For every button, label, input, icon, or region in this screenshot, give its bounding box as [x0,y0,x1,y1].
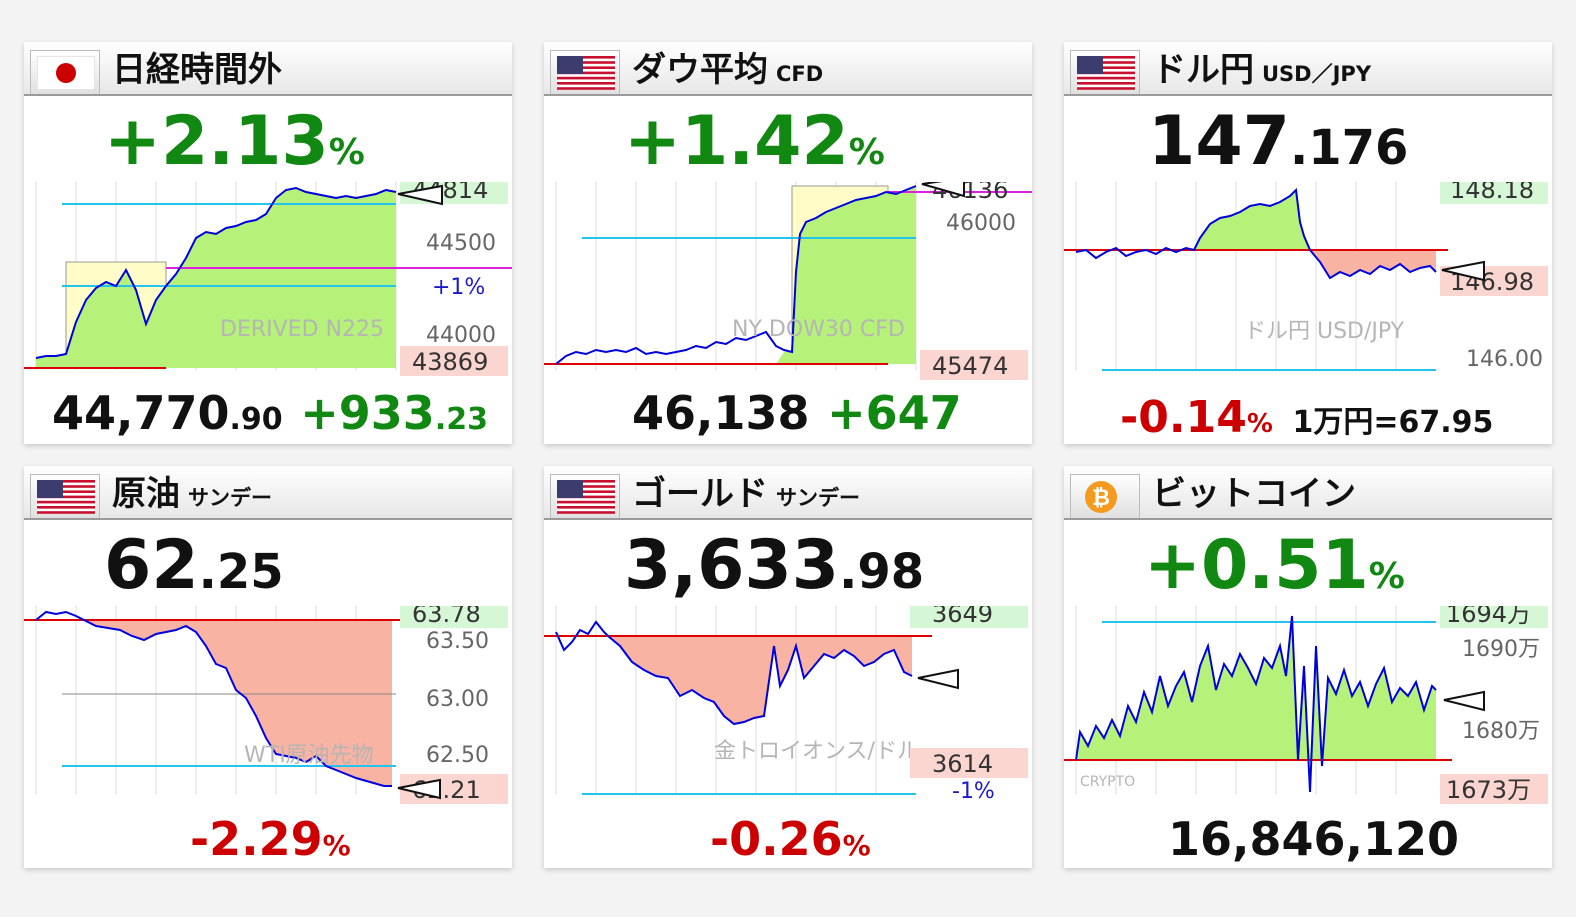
high-label: 63.78 [412,606,481,628]
grid-label-44500: 44500 [426,231,496,256]
price-area-up [1194,190,1310,250]
watermark: NY DOW30 CFD [732,317,905,342]
card-header: 日経時間外 [24,42,512,96]
grid-label-minus1: -1% [952,779,995,804]
price-area [776,186,916,364]
watermark: WTI原油先物 [244,743,374,768]
card-title: ドル円 USD／JPY [1152,50,1372,90]
card-title: ダウ平均 CFD [632,50,824,90]
card-header: 原油 サンデー [24,466,512,520]
grid-label-44000: 44000 [426,323,496,348]
price-value: 147.176 [1148,102,1409,181]
us-flag-icon [1070,50,1140,94]
card-header: ドル円 USD／JPY [1064,42,1552,96]
current-price-marker [1441,260,1485,282]
card-bitcoin[interactable]: ₿ ビットコイン +0.51% CRYPTO 1694万 1690万 1680万… [1064,466,1552,868]
intraday-chart: NY DOW30 CFD 46136 46000 45474 [544,182,1032,380]
card-oil[interactable]: 原油 サンデー 62.25 WTI原油先物 63.78 63.50 63.00 6… [24,466,512,868]
grid-label-6350: 63.50 [426,629,489,654]
us-flag-icon [30,474,100,518]
intraday-chart: WTI原油先物 63.78 63.50 63.00 62.50 62.21 [24,606,508,804]
card-header: ₿ ビットコイン [1064,466,1552,520]
svg-text:₿: ₿ [1092,486,1110,511]
change-percent: -0.14% 1万円=67.95 [1120,392,1494,443]
current-price-marker [397,778,441,800]
current-price-marker [921,182,965,198]
price-line [1075,187,1437,280]
watermark: ドル円 USD/JPY [1244,319,1405,344]
price-area-down [608,636,912,724]
card-nikkei[interactable]: 日経時間外 +2.13% DERIVED N225 44814 44500 +1… [24,42,512,444]
watermark: 金トロイオンス/ドル [714,739,919,764]
us-flag-icon [550,474,620,518]
bitcoin-icon: ₿ [1070,474,1140,518]
card-title: ゴールド サンデー [632,474,860,514]
low-label: 45474 [932,352,1008,380]
japan-flag-icon [30,50,100,94]
intraday-chart: DERIVED N225 44814 44500 +1% 44000 43869 [24,182,512,382]
grid-label-1690: 1690万 [1462,637,1540,662]
intraday-chart: ドル円 USD/JPY 148.18 146.98 146.00 [1064,182,1548,372]
grid-label-146: 146.00 [1466,347,1543,372]
price-value: 3,633.98 [624,526,925,605]
grid-label-1680: 1680万 [1462,719,1540,744]
low-label: 3614 [932,750,993,778]
card-title: 日経時間外 [112,50,282,90]
card-title: 原油 サンデー [112,474,272,514]
price-area-down [84,620,392,786]
grid-label-6300: 63.00 [426,687,489,712]
change-percent: -0.26% [710,812,871,866]
intraday-chart: CRYPTO 1694万 1690万 1680万 1673万 [1064,606,1548,804]
change-percent: -2.29% [190,812,351,866]
price-area-up [1076,616,1436,760]
low-label: 1673万 [1446,776,1531,804]
price-value: 46,138 +647 [632,386,962,440]
change-percent: +1.42% [624,102,885,181]
intraday-chart: 金トロイオンス/ドル 3649 3614 -1% [544,606,1028,804]
high-label: 3649 [932,606,993,628]
card-header: ゴールド サンデー [544,466,1032,520]
grid-label-6250: 62.50 [426,743,489,768]
us-flag-icon [550,50,620,94]
grid-label-plus1: +1% [432,275,485,300]
price-area-down [1310,250,1436,278]
watermark: DERIVED N225 [220,317,384,342]
price-line [35,186,397,359]
current-price-marker [917,668,959,690]
card-header: ダウ平均 CFD [544,42,1032,96]
price-line [35,610,392,787]
card-dow[interactable]: ダウ平均 CFD +1.42% NY DOW30 CFD 46136 46000 … [544,42,1032,444]
card-title: ビットコイン [1152,474,1356,514]
current-price-marker [1443,690,1485,712]
change-percent: +0.51% [1144,526,1405,605]
high-label: 148.18 [1450,182,1534,204]
price-line [555,620,913,726]
price-value: 62.25 [104,526,284,605]
price-line [555,185,917,365]
price-area [36,188,396,368]
high-label: 1694万 [1446,606,1531,628]
price-value: 44,770.90 +933.23 [52,386,488,440]
card-usdjpy[interactable]: ドル円 USD／JPY 147.176 ドル円 USD/JPY 148.18 14… [1064,42,1552,444]
watermark: CRYPTO [1080,774,1135,790]
card-gold[interactable]: ゴールド サンデー 3,633.98 金トロイオンス/ドル 3649 3614 -… [544,466,1032,868]
change-percent: +2.13% [104,102,365,181]
price-line [1075,615,1437,793]
low-label: 43869 [412,348,488,376]
current-price-marker [397,184,443,206]
grid-label-46000: 46000 [946,211,1016,236]
price-value: 16,846,120 [1168,812,1460,866]
